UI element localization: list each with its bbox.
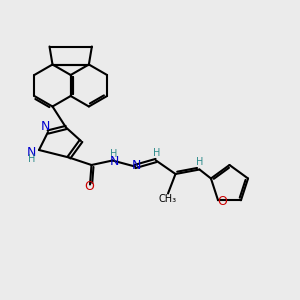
Text: H: H [110,149,118,159]
Text: N: N [41,119,50,133]
Text: O: O [85,179,94,193]
Text: H: H [153,148,160,158]
Text: H: H [28,154,36,164]
Text: N: N [27,146,36,159]
Text: N: N [132,159,141,172]
Text: CH₃: CH₃ [158,194,176,204]
Text: H: H [196,157,203,167]
Text: O: O [218,195,227,208]
Text: N: N [109,154,119,168]
